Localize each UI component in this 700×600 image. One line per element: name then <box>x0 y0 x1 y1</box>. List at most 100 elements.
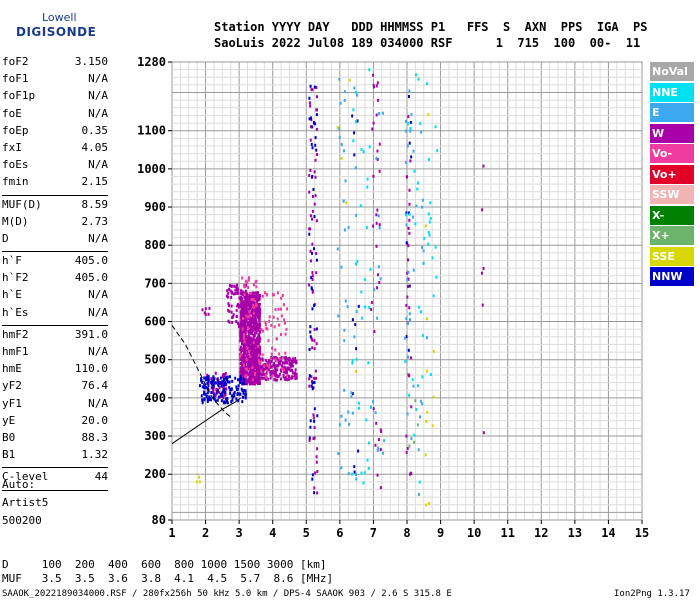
echo-point-w <box>255 319 258 323</box>
echo-point-e <box>355 473 358 477</box>
echo-point-w <box>250 325 253 329</box>
echo-point-w <box>245 381 248 385</box>
echo-point-w <box>311 209 314 213</box>
echo-point-w <box>244 343 247 347</box>
artist-label: Artist5 <box>2 496 49 509</box>
y-tick-label: 200 <box>144 467 166 481</box>
param-row-foep: foEp 0.35 <box>2 124 108 141</box>
auto-label: Auto: <box>2 478 36 491</box>
echo-point-w <box>258 312 261 316</box>
echo-point-nne <box>421 375 424 379</box>
echo-point-w <box>249 371 252 375</box>
echo-point-w <box>239 370 242 374</box>
echo-point-w <box>250 321 253 325</box>
echo-point-vominus <box>249 354 252 358</box>
echo-point-e <box>353 86 356 90</box>
echo-point-vominus <box>240 352 243 356</box>
echo-point-w <box>289 362 292 366</box>
echo-point-nnw <box>206 381 209 385</box>
echo-point-nnw <box>244 392 247 396</box>
echo-point-nnw <box>356 119 359 123</box>
echo-point-w <box>228 287 231 291</box>
param-label: hmF1 <box>2 345 29 358</box>
echo-point-nne <box>360 147 363 151</box>
echo-point-w <box>248 379 251 383</box>
polarization-legend: NoVal NNE E W Vo- Vo+ SSW X- X+ SSE NNW <box>650 62 694 288</box>
echo-point-nnw <box>351 114 354 118</box>
echo-point-w <box>230 295 233 299</box>
echo-point-e <box>343 98 346 102</box>
param-value: 110.0 <box>74 362 108 376</box>
param-label: h`F <box>2 254 22 268</box>
echo-point-sse <box>195 480 198 484</box>
echo-point-w <box>265 366 268 370</box>
echo-point-w <box>410 356 413 360</box>
echo-point-w <box>255 314 258 318</box>
echo-point-nnw <box>203 376 206 380</box>
param-value: 405.0 <box>74 254 108 268</box>
params-separator <box>2 194 108 196</box>
echo-point-w <box>279 360 282 364</box>
echo-point-w <box>374 443 377 447</box>
echo-point-w <box>373 330 376 334</box>
param-value: N/A <box>88 305 108 319</box>
echo-point-w <box>315 153 318 157</box>
echo-point-w <box>227 308 230 312</box>
echo-point-w <box>264 364 267 368</box>
legend-item-nne: NNE <box>650 82 694 102</box>
echo-point-w <box>245 303 248 307</box>
echo-point-w <box>248 329 251 333</box>
echo-point-e <box>421 245 424 249</box>
echo-point-vominus <box>242 363 245 367</box>
echo-point-w <box>375 421 378 425</box>
echo-point-w <box>245 356 248 360</box>
echo-point-w <box>241 373 244 377</box>
echo-point-nne <box>431 256 434 260</box>
echo-point-w <box>309 104 312 108</box>
echo-point-nnw <box>220 384 223 388</box>
echo-point-nnw <box>217 395 220 399</box>
echo-point-e <box>418 492 421 496</box>
echo-point-w <box>481 303 484 307</box>
echo-point-e <box>406 278 409 282</box>
param-value: 0.35 <box>81 123 109 137</box>
echo-point-nnw <box>214 399 217 403</box>
echo-point-w <box>259 358 262 362</box>
echo-point-nne <box>434 245 437 249</box>
param-value: 405.0 <box>74 271 108 285</box>
param-label: hmE <box>2 362 22 376</box>
echo-point-w <box>409 159 412 163</box>
echo-point-vominus <box>277 307 280 311</box>
echo-point-nnw <box>226 380 229 384</box>
echo-point-w <box>258 379 261 383</box>
echo-point-w <box>207 312 210 316</box>
echo-point-nnw <box>223 383 226 387</box>
echo-point-w <box>210 377 213 381</box>
echo-point-w <box>235 288 238 292</box>
param-label: foF1 <box>2 72 29 86</box>
echo-point-w <box>230 284 233 288</box>
echo-point-w <box>291 376 294 380</box>
echo-point-e <box>344 418 347 422</box>
echo-point-nnw <box>207 378 210 382</box>
echo-point-w <box>372 73 375 77</box>
echo-point-w <box>227 304 230 308</box>
echo-point-w <box>377 438 380 442</box>
param-value: 2.15 <box>81 175 109 189</box>
header-labels: Station YYYY DAY DDD HHMMSS P1 FFS S AXN… <box>214 20 648 34</box>
echo-point-nne <box>404 359 407 363</box>
echo-point-w <box>273 373 276 377</box>
echo-point-w <box>253 377 256 381</box>
echo-point-nne <box>413 169 416 173</box>
echo-point-nne <box>407 393 410 397</box>
echo-point-w <box>277 362 280 366</box>
echo-point-w <box>276 357 279 361</box>
echo-point-w <box>228 309 231 313</box>
echo-point-w <box>258 318 261 322</box>
echo-point-w <box>379 486 382 490</box>
echo-point-w <box>257 376 260 380</box>
y-tick-label: 500 <box>144 353 166 367</box>
echo-point-nne <box>413 433 416 437</box>
echo-point-w <box>245 340 248 344</box>
echo-point-w <box>240 289 243 293</box>
